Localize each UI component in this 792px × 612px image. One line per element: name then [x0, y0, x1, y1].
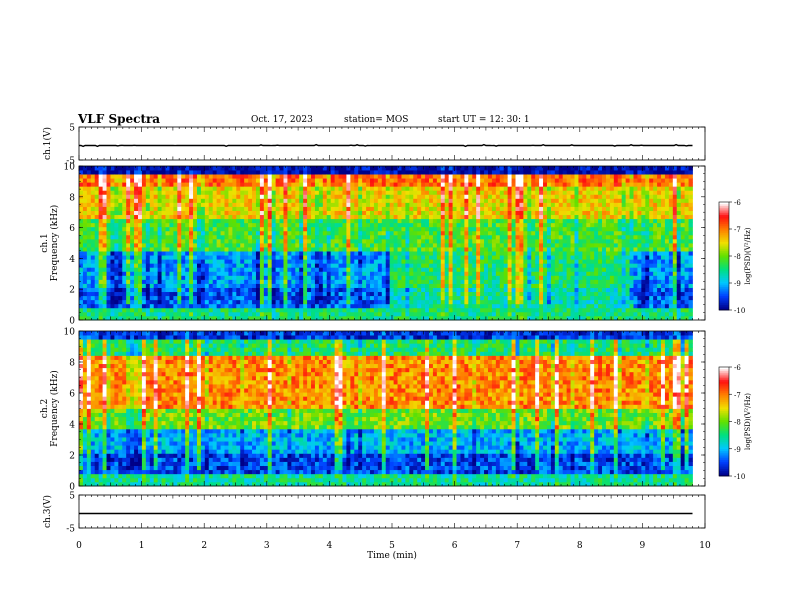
ytick-label-ch2-spectrogram: 4	[69, 421, 75, 431]
ytick-label-ch1-spectrogram: 4	[69, 255, 75, 265]
xtick-label: 2	[201, 541, 207, 551]
colorbar-tick-ch2-spectrogram: -6	[734, 364, 741, 372]
xtick-label: 10	[699, 541, 711, 551]
colorbar-label-ch1-spectrogram: log(PSD)(V²/Hz)	[744, 227, 752, 284]
xtick-label: 8	[577, 541, 583, 551]
x-axis-label: Time (min)	[367, 550, 417, 561]
colorbar-tick-ch1-spectrogram: -10	[734, 307, 745, 315]
xtick-label: 0	[76, 541, 82, 551]
ylabel-ch1-spectrogram: ch.1	[40, 233, 50, 252]
start-time-label: start UT = 12: 30: 1	[438, 115, 530, 125]
colorbar-tick-ch2-spectrogram: -7	[734, 391, 741, 399]
ytick-label-ch2-spectrogram: 0	[69, 483, 75, 493]
colorbar-tick-ch1-spectrogram: -6	[734, 199, 741, 207]
ylabel-ch3-waveform: ch.3(V)	[42, 495, 53, 528]
ytick-label-ch2-spectrogram: 6	[69, 390, 75, 400]
ytick-label-ch1-waveform: 5	[69, 124, 75, 134]
xtick-label: 9	[640, 541, 646, 551]
colorbar-tick-ch1-spectrogram: -9	[734, 280, 741, 288]
ytick-label-ch3-waveform: 5	[69, 492, 75, 502]
ytick-label-ch1-spectrogram: 2	[69, 286, 75, 296]
xtick-label: 4	[327, 541, 333, 551]
ytick-label-ch1-spectrogram: 8	[69, 193, 75, 203]
ytick-label-ch1-spectrogram: 0	[69, 317, 75, 327]
colorbar-tick-ch1-spectrogram: -7	[734, 226, 741, 234]
ytick-label-ch3-waveform: -5	[66, 525, 75, 535]
colorbar-ch2-spectrogram	[718, 366, 732, 477]
chart-title: VLF Spectra	[78, 112, 161, 126]
xtick-label: 7	[514, 541, 520, 551]
ytick-label-ch1-spectrogram: 6	[69, 224, 75, 234]
ylabel-ch1-waveform: ch.1(V)	[42, 127, 53, 160]
ytick-label-ch2-spectrogram: 2	[69, 452, 75, 462]
colorbar-ch1-spectrogram	[718, 201, 732, 311]
station-label: station= MOS	[344, 115, 409, 125]
ylabel-ch2-spectrogram-2: Frequency (kHz)	[49, 370, 60, 447]
colorbar-label-ch2-spectrogram: log(PSD)(V²/Hz)	[744, 393, 752, 450]
colorbar-tick-ch2-spectrogram: -8	[734, 419, 741, 427]
xtick-label: 5	[389, 541, 395, 551]
ylabel-ch1-spectrogram-2: Frequency (kHz)	[49, 205, 60, 282]
ytick-label-ch2-spectrogram: 10	[64, 328, 76, 338]
spectrogram-ch1	[79, 166, 693, 321]
waveform-trace-ch1-waveform	[79, 143, 693, 148]
ytick-label-ch2-spectrogram: 8	[69, 359, 75, 369]
date-label: Oct. 17, 2023	[251, 115, 313, 125]
colorbar-tick-ch1-spectrogram: -8	[734, 253, 741, 261]
xtick-label: 1	[139, 541, 145, 551]
ytick-label-ch1-waveform: -5	[66, 157, 75, 167]
spectrogram-ch2	[79, 331, 693, 487]
xtick-label: 6	[452, 541, 458, 551]
colorbar-tick-ch2-spectrogram: -9	[734, 446, 741, 454]
ytick-label-ch1-spectrogram: 10	[64, 163, 76, 173]
ylabel-ch2-spectrogram: ch.2	[40, 399, 50, 418]
xtick-label: 3	[264, 541, 270, 551]
colorbar-tick-ch2-spectrogram: -10	[734, 473, 745, 481]
